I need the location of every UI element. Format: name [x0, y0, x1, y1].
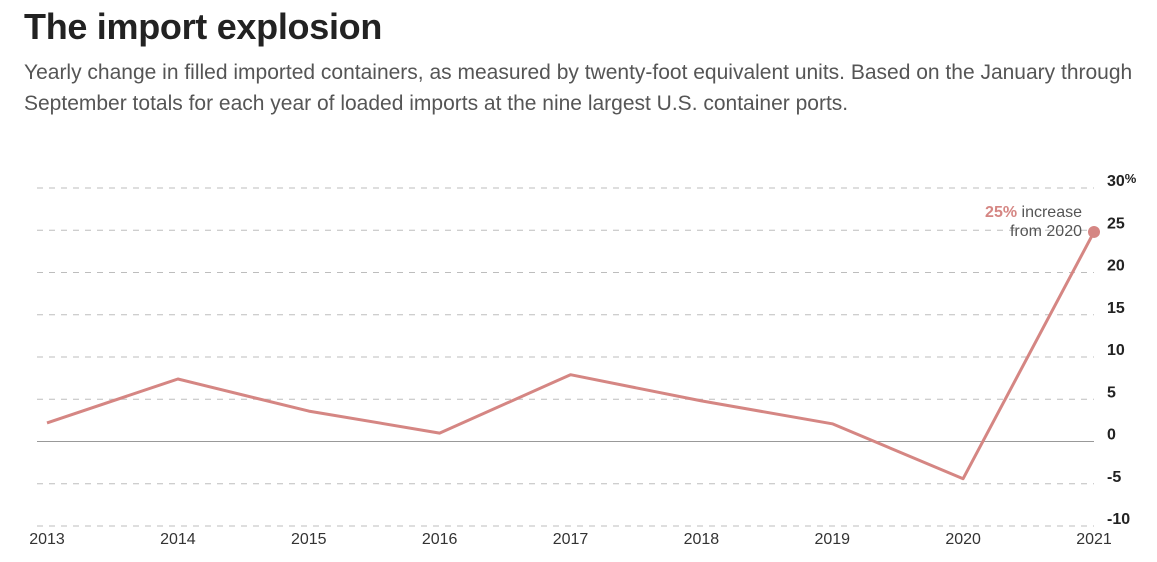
- x-tick-label: 2019: [814, 531, 850, 548]
- x-tick-label: 2017: [553, 531, 589, 548]
- x-tick-label: 2021: [1076, 531, 1112, 548]
- y-tick-label: 15: [1107, 300, 1125, 317]
- y-tick-label: 0: [1107, 427, 1116, 444]
- x-tick-label: 2013: [29, 531, 65, 548]
- y-tick-unit: %: [1125, 171, 1137, 186]
- x-tick-label: 2016: [422, 531, 458, 548]
- annotation-line-2: from 2020: [1010, 223, 1082, 240]
- x-tick-label: 2015: [291, 531, 327, 548]
- series-line: [46, 231, 1096, 481]
- gridlines: [37, 187, 1094, 527]
- chart-subtitle: Yearly change in filled imported contain…: [24, 61, 1133, 115]
- annotation-line-1: 25% increase: [985, 204, 1082, 221]
- y-tick-label: 30%: [1107, 171, 1137, 190]
- annotation-highlight: 25%: [985, 204, 1017, 221]
- chart-title: The import explosion: [24, 6, 383, 47]
- x-axis: 2013 2014 2015 2016 2017 2018 2019 2020 2021: [29, 531, 1112, 548]
- x-tick-label: 2014: [160, 531, 196, 548]
- y-tick-label: 10: [1107, 342, 1125, 359]
- annotation-text-1: increase: [1017, 204, 1082, 221]
- y-axis: 30% 25 20 15 10 5 0 -5 -10: [1107, 171, 1137, 528]
- x-tick-label: 2018: [684, 531, 720, 548]
- y-tick-label: 20: [1107, 258, 1125, 275]
- y-tick-label: 25: [1107, 215, 1125, 232]
- data-point-2021: [1088, 225, 1100, 238]
- y-tick-label: -10: [1107, 511, 1130, 528]
- y-tick-label: -5: [1107, 469, 1121, 486]
- y-tick-label: 5: [1107, 384, 1116, 401]
- x-tick-label: 2020: [945, 531, 981, 548]
